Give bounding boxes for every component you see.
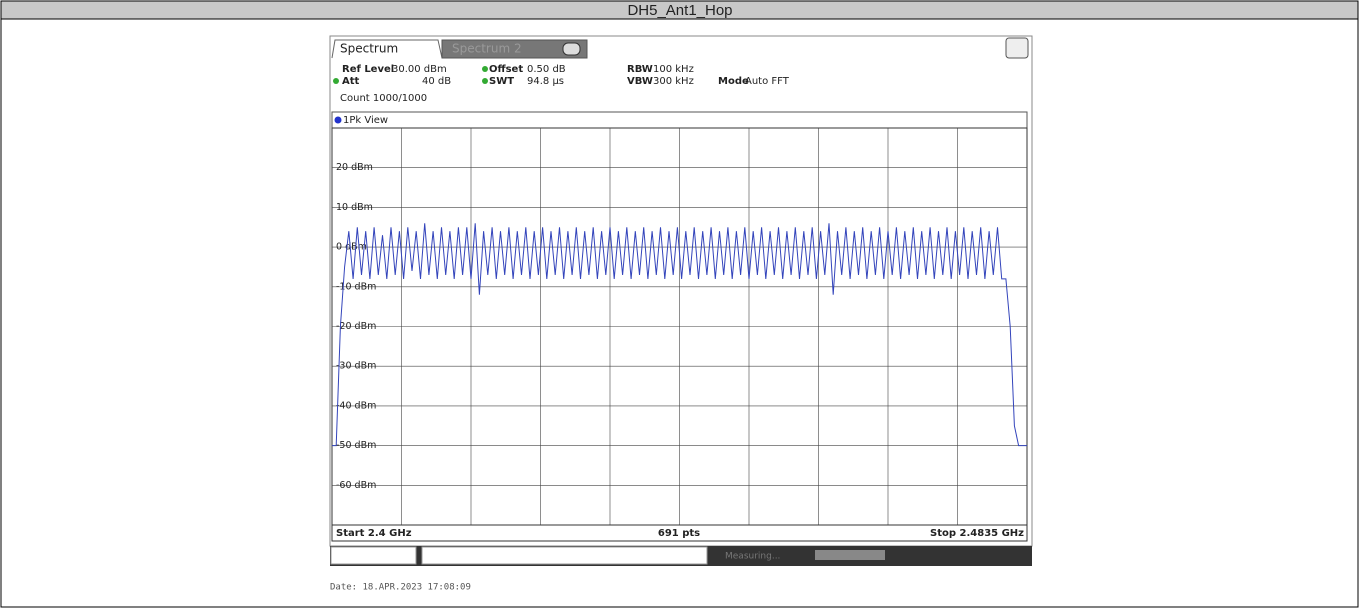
- count: Count 1000/1000: [340, 93, 427, 104]
- setting-label: Ref Level: [342, 64, 394, 75]
- footer: [331, 524, 1028, 542]
- setting-value: 30.00 dBm: [392, 64, 447, 75]
- progress: [815, 550, 885, 560]
- status-field: [330, 546, 417, 565]
- indicator: [333, 78, 339, 84]
- trace: [332, 223, 1027, 447]
- tab-label[interactable]: Spectrum: [340, 42, 398, 56]
- status: Measuring...: [725, 552, 780, 562]
- tab-label[interactable]: Spectrum 2: [452, 42, 522, 56]
- setting-label: Att: [342, 76, 360, 87]
- setting-value: 0.50 dB: [527, 64, 566, 75]
- close-button[interactable]: [562, 42, 581, 56]
- title: DH5_Ant1_Hop: [627, 2, 732, 19]
- setting-label: SWT: [489, 76, 514, 87]
- tab[interactable]: [331, 39, 443, 59]
- setting-value: 100 kHz: [653, 64, 694, 75]
- y-tick-label: -50 dBm: [336, 440, 376, 451]
- trace-header: [331, 111, 1028, 129]
- setting-label: RBW: [627, 64, 653, 75]
- y-tick-label: -10 dBm: [336, 281, 376, 292]
- status-field: [421, 546, 708, 565]
- y-tick-label: -20 dBm: [336, 321, 376, 332]
- date: Date: 18.APR.2023 17:08:09: [330, 583, 471, 593]
- setting-value: 40 dB: [422, 76, 451, 87]
- points-label: 691 pts: [658, 528, 700, 539]
- setting-label: Mode: [718, 76, 749, 87]
- y-tick-label: -40 dBm: [336, 400, 376, 411]
- y-tick-label: -30 dBm: [336, 361, 376, 372]
- title-bar: [0, 0, 1359, 20]
- y-tick-label: -60 dBm: [336, 480, 376, 491]
- y-tick-label: 10 dBm: [336, 202, 373, 213]
- indicator: [482, 78, 488, 84]
- menu-icon[interactable]: [1005, 37, 1029, 59]
- stop-label: Stop 2.4835 GHz: [930, 528, 1024, 539]
- setting-value: 300 kHz: [653, 76, 694, 87]
- y-tick-label: 20 dBm: [336, 162, 373, 173]
- setting-label: VBW: [627, 76, 653, 87]
- tab[interactable]: [441, 39, 588, 59]
- start-label: Start 2.4 GHz: [336, 528, 412, 539]
- y-tick-label: 0 dBm: [336, 242, 367, 253]
- trace-name: 1Pk View: [343, 115, 388, 126]
- indicator: [482, 66, 488, 72]
- setting-value: Auto FFT: [745, 76, 790, 87]
- trace-dot: [334, 116, 342, 124]
- setting-value: 94.8 µs: [527, 76, 564, 87]
- setting-label: Offset: [489, 64, 523, 75]
